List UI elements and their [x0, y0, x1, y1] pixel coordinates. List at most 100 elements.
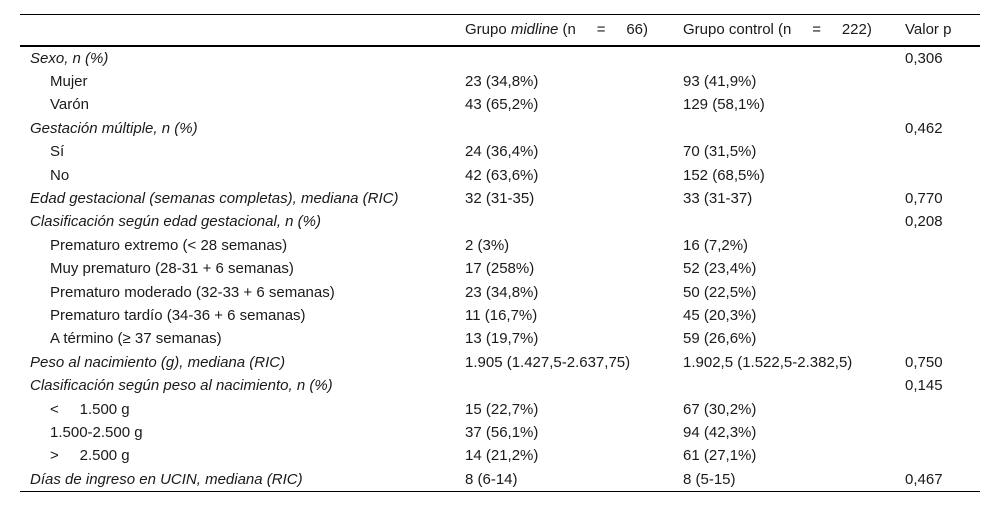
table-row: Prematuro extremo (< 28 semanas) 2 (3%) 16… — [20, 234, 980, 257]
midline-group-value: 42 (63,6%) — [465, 166, 539, 184]
control-group-value: 152 (68,5%) — [683, 166, 765, 184]
control-group-value: 16 (7,2%) — [683, 236, 749, 254]
control-group-value: 8 (5-15) — [683, 470, 736, 488]
midline-group-value: 37 (56,1%) — [465, 424, 539, 441]
midline-group-value — [465, 374, 683, 397]
midline-group-value: 24 (36,4%) — [465, 143, 539, 161]
midline-group-value — [465, 117, 683, 140]
p-value: 0,208 — [905, 213, 943, 231]
control-group-value — [683, 374, 905, 397]
midline-group-value: 14 (21,2%) — [465, 447, 539, 465]
p-value — [905, 257, 980, 280]
header-midline-suffix: (n = 66) — [558, 21, 649, 39]
control-group-value: 93 (41,9%) — [683, 72, 757, 90]
p-value — [905, 140, 980, 163]
control-group-value: 94 (42,3%) — [683, 424, 757, 441]
header-empty-cell — [20, 15, 465, 46]
table-row: No 42 (63,6%) 152 (68,5%) — [20, 164, 980, 187]
row-label: > 2.500 g — [50, 447, 130, 465]
table-row: Prematuro moderado (32-33 + 6 semanas) 23… — [20, 281, 980, 304]
header-midline-prefix: Grupo — [465, 21, 511, 39]
p-value — [905, 70, 980, 93]
p-value: 0,306 — [905, 49, 943, 67]
midline-group-value: 1.905 (1.427,5-2.637,75) — [465, 353, 631, 371]
data-table: Grupo midline (n = 66) Grupo control (n … — [20, 14, 980, 493]
control-group-value — [683, 46, 905, 70]
control-group-value: 33 (31-37) — [683, 189, 753, 207]
control-group-value: 67 (30,2%) — [683, 400, 757, 418]
midline-group-value: 11 (16,7%) — [465, 306, 538, 324]
p-value — [905, 398, 980, 421]
header-midline-group: Grupo midline (n = 66) — [465, 15, 683, 46]
midline-group-value: 32 (31-35) — [465, 189, 535, 207]
p-value: 0,467 — [905, 470, 943, 488]
row-label: Varón — [50, 96, 89, 114]
p-value — [905, 234, 980, 257]
row-label: Sí — [50, 143, 65, 161]
table-row: Sí 24 (36,4%) 70 (31,5%) — [20, 140, 980, 163]
row-label: Días de ingreso en UCIN, mediana (RIC) — [30, 470, 303, 488]
row-label: < 1.500 g — [50, 400, 130, 418]
row-label: A término (≥ 37 semanas) — [50, 330, 222, 348]
table-row: Mujer 23 (34,8%) 93 (41,9%) — [20, 70, 980, 93]
row-label: Clasificación según edad gestacional, n … — [30, 213, 321, 231]
row-label: No — [50, 166, 70, 184]
p-value — [905, 304, 980, 327]
control-group-value: 129 (58,1%) — [683, 96, 765, 114]
table-row: > 2.500 g 14 (21,2%) 61 (27,1%) — [20, 444, 980, 467]
table-row: 1.500-2.500 g 37 (56,1%) 94 (42,3%) — [20, 421, 980, 444]
control-group-value: 1.902,5 (1.522,5-2.382,5) — [683, 353, 853, 371]
p-value — [905, 164, 980, 187]
midline-group-value — [465, 46, 683, 70]
row-label: Sexo, n (%) — [30, 49, 109, 67]
table-row: Edad gestacional (semanas completas), me… — [20, 187, 980, 210]
table-row: Varón 43 (65,2%) 129 (58,1%) — [20, 93, 980, 116]
control-group-value — [683, 117, 905, 140]
table-row: Gestación múltiple, n (%) 0,462 — [20, 117, 980, 140]
control-group-value: 59 (26,6%) — [683, 330, 757, 348]
control-group-value: 50 (22,5%) — [683, 283, 757, 301]
table-row: Días de ingreso en UCIN, mediana (RIC) 8 … — [20, 468, 980, 492]
midline-group-value: 13 (19,7%) — [465, 330, 539, 348]
midline-group-value: 15 (22,7%) — [465, 400, 539, 418]
row-label: Mujer — [50, 72, 88, 90]
table-body: Sexo, n (%) 0,306 Mujer 23 (34,8%) 93 (41,9%… — [20, 46, 980, 492]
table-row: Clasificación según peso al nacimiento, … — [20, 374, 980, 397]
midline-group-value: 43 (65,2%) — [465, 96, 539, 114]
p-value: 0,770 — [905, 189, 943, 207]
control-group-value: 70 (31,5%) — [683, 143, 757, 161]
table-row: Muy prematuro (28-31 + 6 semanas) 17 (258… — [20, 257, 980, 280]
table-header: Grupo midline (n = 66) Grupo control (n … — [20, 15, 980, 46]
midline-group-value — [465, 210, 683, 233]
control-group-value: 45 (20,3%) — [683, 306, 757, 324]
table-row: Peso al nacimiento (g), mediana (RIC) 1.9… — [20, 351, 980, 374]
midline-group-value: 17 (258%) — [465, 260, 535, 278]
p-value — [905, 281, 980, 304]
header-control-group: Grupo control (n = 222) — [683, 21, 872, 39]
p-value: 0,750 — [905, 353, 943, 371]
row-label: 1.500-2.500 g — [50, 424, 143, 441]
p-value: 0,145 — [905, 377, 943, 395]
header-p-value: Valor p — [905, 21, 952, 39]
midline-group-value: 23 (34,8%) — [465, 283, 539, 301]
row-label: Clasificación según peso al nacimiento, … — [30, 377, 333, 395]
row-label: Prematuro moderado (32-33 + 6 semanas) — [50, 283, 335, 301]
row-label: Prematuro extremo (< 28 semanas) — [50, 236, 288, 254]
row-label: Prematuro tardío (34-36 + 6 semanas) — [50, 306, 306, 324]
baseline-characteristics-table: Grupo midline (n = 66) Grupo control (n … — [20, 14, 980, 493]
header-row: Grupo midline (n = 66) Grupo control (n … — [20, 15, 980, 46]
midline-group-value: 23 (34,8%) — [465, 72, 539, 90]
row-label: Edad gestacional (semanas completas), me… — [30, 189, 399, 207]
midline-group-value: 8 (6-14) — [465, 470, 518, 488]
p-value — [905, 421, 980, 444]
p-value: 0,462 — [905, 119, 943, 137]
control-group-value — [683, 210, 905, 233]
table-row: Clasificación según edad gestacional, n … — [20, 210, 980, 233]
row-label: Gestación múltiple, n (%) — [30, 119, 198, 137]
header-midline-italic: midline — [510, 21, 559, 39]
table-row: A término (≥ 37 semanas) 13 (19,7%) 59 (26… — [20, 327, 980, 350]
p-value — [905, 444, 980, 467]
row-label: Peso al nacimiento (g), mediana (RIC) — [30, 353, 286, 371]
table-row: Sexo, n (%) 0,306 — [20, 46, 980, 70]
